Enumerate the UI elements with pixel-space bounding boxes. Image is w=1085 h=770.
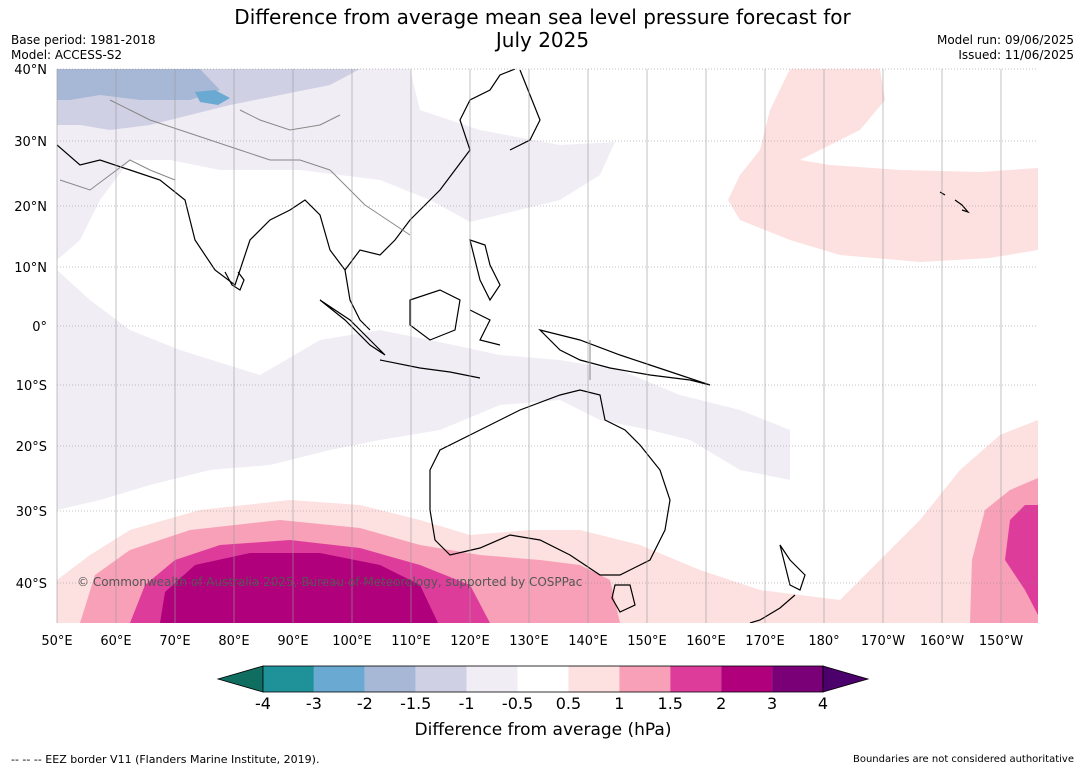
lon-label: 130°E — [509, 634, 549, 649]
colorbar-swatch — [466, 666, 518, 692]
lon-label: 150°W — [979, 634, 1023, 649]
coast-new-guinea — [538, 328, 711, 386]
border-line — [329, 169, 411, 236]
coast-australia — [429, 389, 671, 576]
lon-label: 170°E — [745, 634, 785, 649]
colorbar-tick-label: 2 — [716, 694, 727, 713]
coast-java — [379, 359, 481, 379]
lat-label: 10°N — [14, 261, 47, 276]
lat-label: 20°N — [14, 200, 47, 215]
anomaly-region-neg-05-north — [57, 69, 615, 260]
colorbar-tick-label: 0.5 — [555, 694, 582, 713]
colorbar-swatch — [313, 666, 365, 692]
colorbar-swatch — [568, 666, 620, 692]
coast-philippines — [469, 239, 501, 302]
anomaly-region-pos-05-npac — [728, 69, 1038, 262]
lat-label: 0° — [32, 320, 47, 335]
colorbar-swatch — [772, 666, 823, 692]
country-borders — [59, 99, 591, 380]
anomaly-region-pos-15-east — [1005, 505, 1038, 615]
coast-india-tip — [224, 271, 245, 291]
coast-sumatra — [319, 299, 386, 356]
colorbar-tick-label: 3 — [766, 694, 778, 713]
coast-tasmania — [611, 584, 636, 613]
colorbar-swatch — [364, 666, 416, 692]
colorbar-swatch — [263, 666, 314, 692]
colorbar-tick-label: -1.5 — [400, 694, 432, 713]
longitude-labels: 50°E 60°E 70°E 80°E 90°E 100°E 110°E 120… — [41, 634, 1023, 649]
anomaly-region-neg-15 — [57, 69, 220, 100]
colorbar-swatch — [721, 666, 773, 692]
coast-borneo — [409, 289, 461, 341]
border-line — [59, 159, 176, 191]
colorbar-arrow-right — [822, 665, 870, 693]
coast-hawaii — [939, 191, 970, 214]
model-run-text: Model run: 09/06/2025 — [936, 33, 1074, 47]
lon-label: 70°E — [159, 634, 190, 649]
base-period-text: Base period: 1981-2018 — [11, 33, 156, 47]
anomaly-region-pos-2 — [160, 553, 438, 623]
lon-label: 160°E — [686, 634, 726, 649]
anomaly-region-neg-2 — [195, 90, 230, 105]
colorbar-axis-label: Difference from average (hPa) — [414, 720, 672, 740]
colorbar-tick-label: 1.5 — [657, 694, 683, 713]
pressure-anomaly-fill — [57, 69, 1038, 623]
lon-label: 100°E — [332, 634, 372, 649]
lon-label: 140°E — [568, 634, 608, 649]
model-text: Model: ACCESS-S2 — [11, 48, 123, 62]
colorbar-arrow-left — [216, 665, 264, 693]
coast-japan — [509, 69, 541, 151]
latitude-labels: 40°N 30°N 20°N 10°N 0° 10°S 20°S 30°S 40… — [14, 63, 47, 592]
coast-new-zealand-south — [749, 594, 796, 623]
lat-label: 10°S — [16, 379, 47, 394]
border-line — [239, 109, 341, 131]
lon-label: 160°W — [920, 634, 964, 649]
lon-label: 110°E — [391, 634, 431, 649]
anomaly-region-neg-05-south — [57, 270, 790, 510]
colorbar-tick-label: 1 — [614, 694, 625, 713]
coastlines — [57, 69, 970, 623]
lat-label: 40°N — [14, 63, 47, 78]
boundaries-disclaimer: Boundaries are not considered authoritat… — [852, 754, 1074, 765]
lat-label: 40°S — [16, 577, 47, 592]
colorbar-tick-label: -1 — [458, 694, 475, 713]
issued-text: Issued: 11/06/2025 — [958, 48, 1074, 62]
lon-label: 80°E — [218, 634, 249, 649]
colorbar-swatch — [415, 666, 467, 692]
colorbar-tick-label: -3 — [305, 694, 322, 713]
title-line-1: Difference from average mean sea level p… — [234, 5, 851, 29]
border-line — [109, 99, 331, 171]
colorbar-tick-label: -0.5 — [501, 694, 534, 713]
colorbar-tick-label: 4 — [817, 694, 829, 713]
colorbar-tick-label: -2 — [356, 694, 373, 713]
coast-sulawesi — [469, 309, 501, 346]
coast-malay-peninsula — [344, 269, 371, 331]
lon-label: 170°W — [861, 634, 905, 649]
lat-label: 30°S — [16, 505, 47, 520]
coast-new-zealand-north — [779, 544, 806, 591]
colorbar-swatch — [619, 666, 671, 692]
lon-label: 90°E — [277, 634, 308, 649]
colorbar-tick-label: -4 — [255, 694, 271, 713]
lon-label: 50°E — [41, 634, 72, 649]
colorbar-swatch — [670, 666, 722, 692]
colorbar-outline — [262, 665, 824, 693]
title-line-2: July 2025 — [495, 28, 590, 52]
lat-label: 30°N — [14, 135, 47, 150]
meridians — [56, 69, 1002, 623]
lon-label: 60°E — [100, 634, 131, 649]
copyright-text: © Commonwealth of Australia 2025, Bureau… — [77, 575, 582, 589]
colorbar-swatch — [517, 666, 569, 692]
lat-label: 20°S — [16, 440, 47, 455]
coast-asia-mainland — [57, 69, 516, 286]
lon-label: 180° — [808, 634, 839, 649]
lon-label: 150°E — [627, 634, 667, 649]
colorbar — [216, 665, 870, 693]
lon-label: 120°E — [450, 634, 490, 649]
eez-footnote: -- -- -- EEZ border V11 (Flanders Marine… — [11, 753, 320, 766]
